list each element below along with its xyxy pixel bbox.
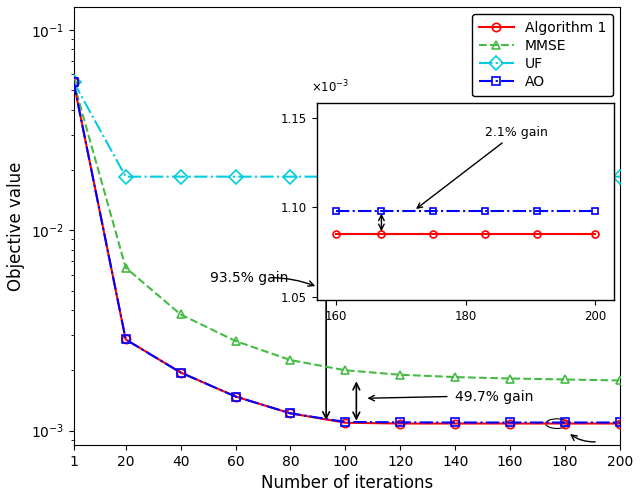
MMSE [287,357,294,363]
Line: Algorithm 1: Algorithm 1 [69,78,624,428]
Algorithm 1 [396,421,404,427]
Algorithm 1 [342,420,349,426]
AO [122,336,129,342]
UF [342,174,349,180]
AO [70,79,77,85]
Y-axis label: Objective value: Objective value [7,161,25,290]
Algorithm 1 [616,421,624,427]
AO [561,420,569,426]
MMSE [177,311,184,317]
Text: 93.5% gain: 93.5% gain [210,270,289,284]
AO [232,394,239,400]
UF [70,79,77,85]
MMSE [506,376,514,382]
AO [451,420,459,426]
UF [177,174,184,180]
Algorithm 1 [451,421,459,427]
MMSE [342,367,349,373]
Algorithm 1 [122,336,129,342]
Algorithm 1 [287,410,294,416]
Legend: Algorithm 1, MMSE, UF, AO: Algorithm 1, MMSE, UF, AO [472,14,613,96]
UF [232,174,239,180]
AO [177,369,184,375]
MMSE [396,372,404,378]
MMSE [70,79,77,85]
Algorithm 1 [232,394,239,400]
Algorithm 1 [561,421,569,427]
MMSE [561,376,569,382]
UF [287,174,294,180]
UF [616,174,624,180]
Line: MMSE: MMSE [69,78,624,385]
AO [616,420,624,426]
UF [396,174,404,180]
MMSE [451,374,459,380]
UF [506,174,514,180]
MMSE [122,264,129,270]
Algorithm 1 [70,79,77,85]
MMSE [232,338,239,344]
Algorithm 1 [177,369,184,375]
AO [506,420,514,426]
UF [122,174,129,180]
AO [342,419,349,425]
AO [287,410,294,416]
UF [561,174,569,180]
X-axis label: Number of iterations: Number of iterations [260,474,433,492]
MMSE [616,377,624,383]
Algorithm 1 [506,421,514,427]
UF [451,174,459,180]
Text: 49.7% gain: 49.7% gain [455,390,534,404]
Line: UF: UF [68,77,625,182]
AO [396,419,404,425]
Line: AO: AO [69,78,624,427]
